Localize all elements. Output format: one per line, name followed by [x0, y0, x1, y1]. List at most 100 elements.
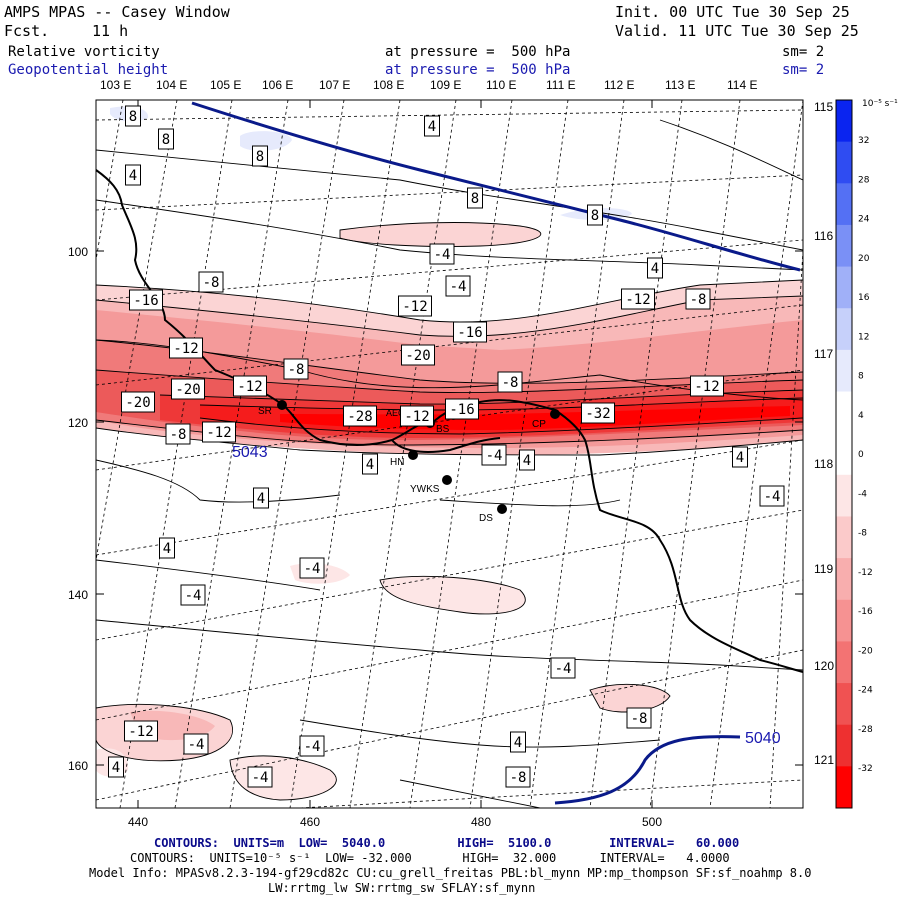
contour-value-label: -8: [497, 371, 523, 393]
contour-value-label: 4: [108, 756, 124, 778]
contour-value-text: -8: [631, 711, 648, 727]
station-label: SR: [258, 406, 272, 417]
colorbar-label: -16: [858, 607, 873, 617]
colorbar-label: 32: [858, 136, 869, 146]
contour-value-label: -12: [169, 337, 203, 359]
contour-value-label: -28: [343, 405, 377, 427]
contour-value-label: -4: [550, 657, 576, 679]
contour-value-text: -4: [434, 247, 451, 263]
contour-value-text: 4: [163, 541, 171, 557]
lon-label-top: 113 E: [665, 78, 695, 92]
colorbar-swatch: [836, 724, 852, 767]
field-1-name: Relative vorticity: [8, 44, 160, 60]
contour-value-text: -8: [288, 362, 305, 378]
contour-value-label: 8: [252, 145, 268, 167]
contour-value-text: 4: [366, 457, 374, 473]
station-marker: [277, 400, 287, 410]
contour-value-text: 4: [112, 760, 120, 776]
contour-value-label: 4: [519, 449, 535, 471]
lon-label-top: 112 E: [604, 78, 634, 92]
contour-value-text: -12: [694, 379, 719, 395]
field-1-level: at pressure = 500 hPa: [385, 44, 571, 60]
contour-value-text: -20: [405, 348, 430, 364]
colorbar-label: 28: [858, 175, 870, 185]
colorbar-label: -4: [858, 489, 867, 499]
x-tick-label: 460: [300, 815, 320, 829]
contour-value-text: -8: [502, 375, 519, 391]
contour-value-label: -4: [183, 733, 209, 755]
colorbar-label: 12: [858, 332, 869, 342]
contour-value-text: -4: [555, 661, 572, 677]
contour-labels: 8 8 8 4 8 8 4 -4 -4 4 -8 -16 -12 -12 -8 -16 -12 -20 -8 -8 -1…: [108, 105, 785, 788]
colorbar-label: -12: [858, 568, 873, 578]
contour-value-label: -4: [481, 444, 507, 466]
contour-value-text: -4: [764, 489, 781, 505]
contour-value-text: 8: [591, 208, 599, 224]
contour-value-text: -4: [304, 561, 321, 577]
colorbar-label: -24: [858, 686, 873, 696]
y-tick-label: 160: [68, 759, 88, 773]
field-2-name: Geopotential height: [8, 62, 169, 78]
contour-value-label: -12: [124, 720, 158, 742]
field-2-smoothing: sm= 2: [782, 62, 825, 78]
axis-ticks: [96, 100, 803, 808]
contour-value-text: -12: [173, 341, 198, 357]
colorbar-swatch: [836, 100, 852, 143]
contour-value-label: -16: [129, 289, 163, 311]
station-label: AEGY: [386, 408, 411, 418]
footer-model-info-2: LW:rrtmg_lw SW:rrtmg_sw SFLAY:sf_mynn: [268, 881, 536, 895]
contour-value-label: -4: [247, 766, 273, 788]
contour-value-label: -8: [198, 271, 224, 293]
contour-value-label: -12: [233, 375, 267, 397]
contour-value-text: -12: [625, 292, 650, 308]
contour-value-label: -4: [759, 485, 785, 507]
contour-value-text: -8: [170, 427, 187, 443]
height-contours: [191, 101, 801, 805]
contour-value-label: -8: [626, 707, 652, 729]
contour-value-label: -4: [429, 243, 455, 265]
vorticity-contours: [96, 119, 803, 808]
colorbar-unit: 10⁻⁵ s⁻¹: [862, 99, 898, 109]
colorbar-swatch: [836, 766, 852, 809]
colorbar-label: 24: [858, 215, 870, 225]
contour-value-text: -4: [188, 737, 205, 753]
contour-value-label: 4: [732, 446, 748, 468]
x-tick-label: 440: [128, 815, 148, 829]
colorbar-label: 16: [858, 293, 870, 303]
contour-value-label: -16: [453, 321, 487, 343]
field-1-smoothing: sm= 2: [782, 44, 825, 60]
colorbar-frame: [835, 99, 853, 809]
height-label: 5043: [232, 444, 268, 461]
contour-value-label: -8: [685, 288, 711, 310]
station-label: BS: [436, 424, 450, 435]
colorbar-swatch: [836, 558, 852, 601]
contour-value-text: -12: [237, 379, 262, 395]
contour-value-text: -20: [175, 382, 200, 398]
lon-label-top: 108 E: [373, 78, 404, 92]
contour-value-label: 8: [158, 128, 174, 150]
contour-value-text: 4: [257, 491, 265, 507]
station-marker: [550, 409, 560, 419]
colorbar-swatch: [836, 516, 852, 559]
station-label: YWKS: [410, 484, 440, 495]
lon-label-top: 111 E: [546, 78, 576, 92]
x-tick-label: 480: [471, 815, 491, 829]
footer-height-contours: CONTOURS: UNITS=m LOW= 5040.0 HIGH= 5100…: [154, 836, 740, 850]
contour-value-label: -12: [690, 375, 724, 397]
footer-vorticity-contours: CONTOURS: UNITS=10⁻⁵ s⁻¹ LOW= -32.000 HI…: [130, 851, 730, 865]
contour-value-text: 4: [523, 453, 531, 469]
contour-value-text: -32: [585, 406, 610, 422]
forecast-label: Fcst.: [4, 22, 50, 40]
contour-value-text: 4: [736, 450, 744, 466]
contour-value-text: -4: [252, 770, 269, 786]
contour-value-text: -16: [457, 325, 482, 341]
contour-value-label: 4: [647, 257, 663, 279]
contour-value-text: 4: [514, 735, 522, 751]
colorbar-swatch: [836, 141, 852, 184]
colorbar-swatch: [836, 349, 852, 393]
colorbar-label: -32: [858, 764, 873, 774]
contour-value-label: -12: [400, 405, 434, 427]
colorbar-swatch: [836, 308, 852, 351]
contour-value-text: -4: [304, 739, 321, 755]
